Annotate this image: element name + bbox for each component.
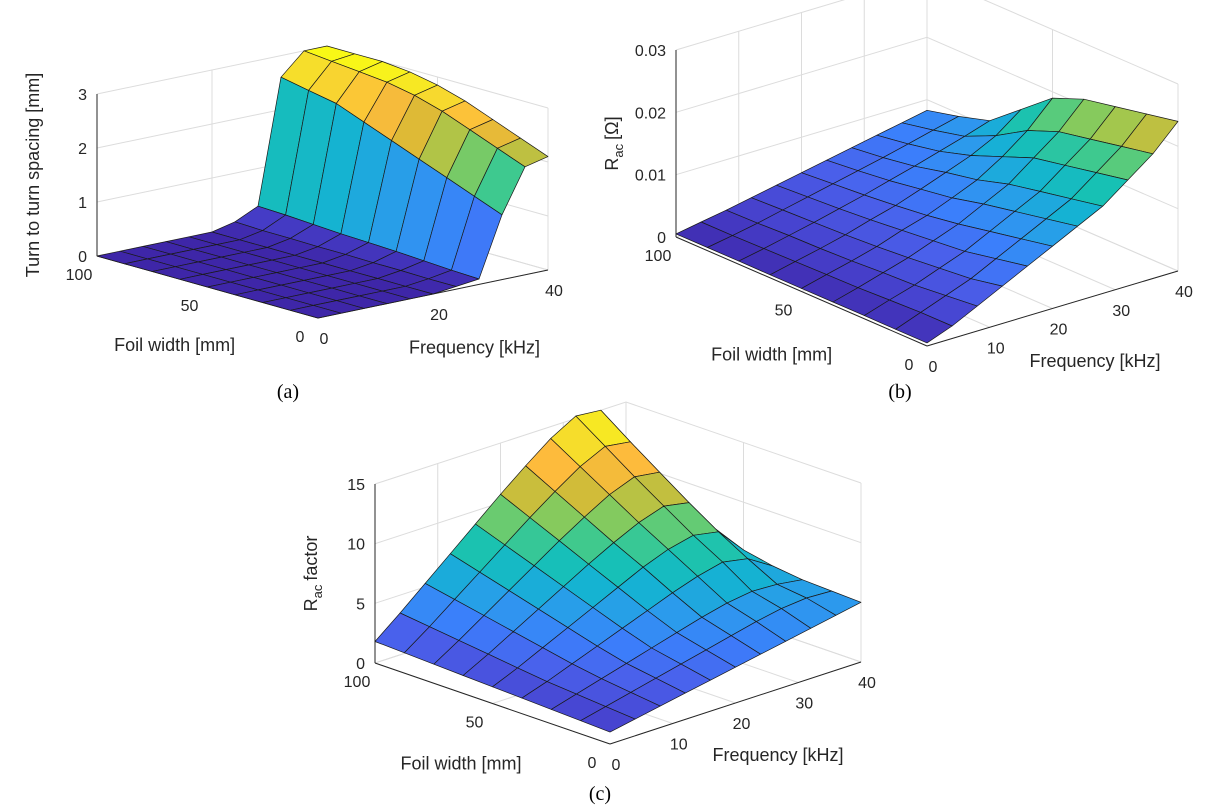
z-tick-label: 0.02	[635, 105, 666, 122]
z-tick-label: 1	[78, 195, 87, 212]
z-tick-label: 3	[78, 87, 87, 104]
z-axis-label: Racfactor	[301, 536, 325, 612]
z-tick-label: 0	[356, 656, 365, 673]
x-tick-label: 10	[670, 737, 688, 754]
y-tick-label: 0	[588, 755, 597, 772]
panel-caption: (a)	[277, 381, 299, 403]
axis-labels: Frequency [kHz] Foil width [mm] Turn to tu…	[23, 73, 540, 358]
x-tick-label: 20	[430, 307, 448, 324]
x-tick-label: 10	[987, 340, 1005, 357]
x-axis-line	[609, 661, 862, 745]
axes	[374, 484, 862, 745]
axes	[675, 50, 1179, 347]
x-tick-label: 40	[545, 283, 563, 300]
axis-labels: Frequency [kHz] Foil width [mm] Racfactor	[301, 536, 844, 774]
y-tick-label: 100	[344, 674, 371, 691]
y-axis-label: Foil width [mm]	[114, 335, 235, 355]
x-tick-label: 30	[795, 696, 813, 713]
surface	[96, 45, 549, 319]
y-axis-line	[675, 236, 928, 347]
y-axis-line	[374, 662, 611, 745]
y-tick-label: 0	[905, 357, 914, 374]
x-axis-label: Frequency [kHz]	[1030, 351, 1161, 371]
z-tick-label: 0	[657, 230, 666, 247]
x-tick-label: 40	[1175, 284, 1193, 301]
surface	[374, 409, 862, 733]
panel-caption: (c)	[589, 783, 611, 805]
grid-line	[374, 401, 862, 485]
z-tick-label: 0.03	[635, 43, 666, 60]
y-tick-label: 50	[181, 298, 199, 315]
y-tick-label: 50	[466, 715, 484, 732]
surface-patch	[580, 706, 636, 733]
surface	[675, 97, 1179, 344]
surface-patch	[290, 305, 342, 319]
y-tick-label: 50	[775, 303, 793, 320]
x-tick-label: 20	[1050, 322, 1068, 339]
x-axis-line	[926, 270, 1179, 347]
x-axis-label: Frequency [kHz]	[713, 745, 844, 765]
x-axis-label: Frequency [kHz]	[409, 338, 540, 358]
z-tick-label: 15	[347, 477, 365, 494]
z-axis-label: Turn to turn spacing [mm]	[23, 73, 43, 277]
panel-caption: (b)	[888, 381, 911, 403]
x-tick-label: 20	[733, 716, 751, 733]
x-tick-label: 30	[1112, 303, 1130, 320]
z-tick-label: 2	[78, 141, 87, 158]
grid-line	[675, 0, 1179, 85]
y-tick-label: 100	[645, 248, 672, 265]
z-tick-label: 5	[356, 596, 365, 613]
z-tick-label: 10	[347, 537, 365, 554]
y-tick-label: 0	[296, 329, 305, 346]
x-tick-label: 0	[320, 331, 329, 348]
x-tick-label: 0	[612, 757, 621, 774]
z-tick-label: 0	[78, 249, 87, 266]
axis-labels: Frequency [kHz] Foil width [mm] Rac[Ω]	[602, 116, 1161, 370]
z-tick-label: 0.01	[635, 168, 666, 185]
y-axis-label: Foil width [mm]	[711, 344, 832, 364]
y-tick-label: 100	[66, 267, 93, 284]
x-tick-label: 0	[929, 359, 938, 376]
x-tick-label: 40	[858, 675, 876, 692]
surface-patch	[895, 312, 953, 344]
y-axis-label: Foil width [mm]	[400, 754, 521, 774]
z-axis-label: Rac[Ω]	[602, 116, 626, 170]
